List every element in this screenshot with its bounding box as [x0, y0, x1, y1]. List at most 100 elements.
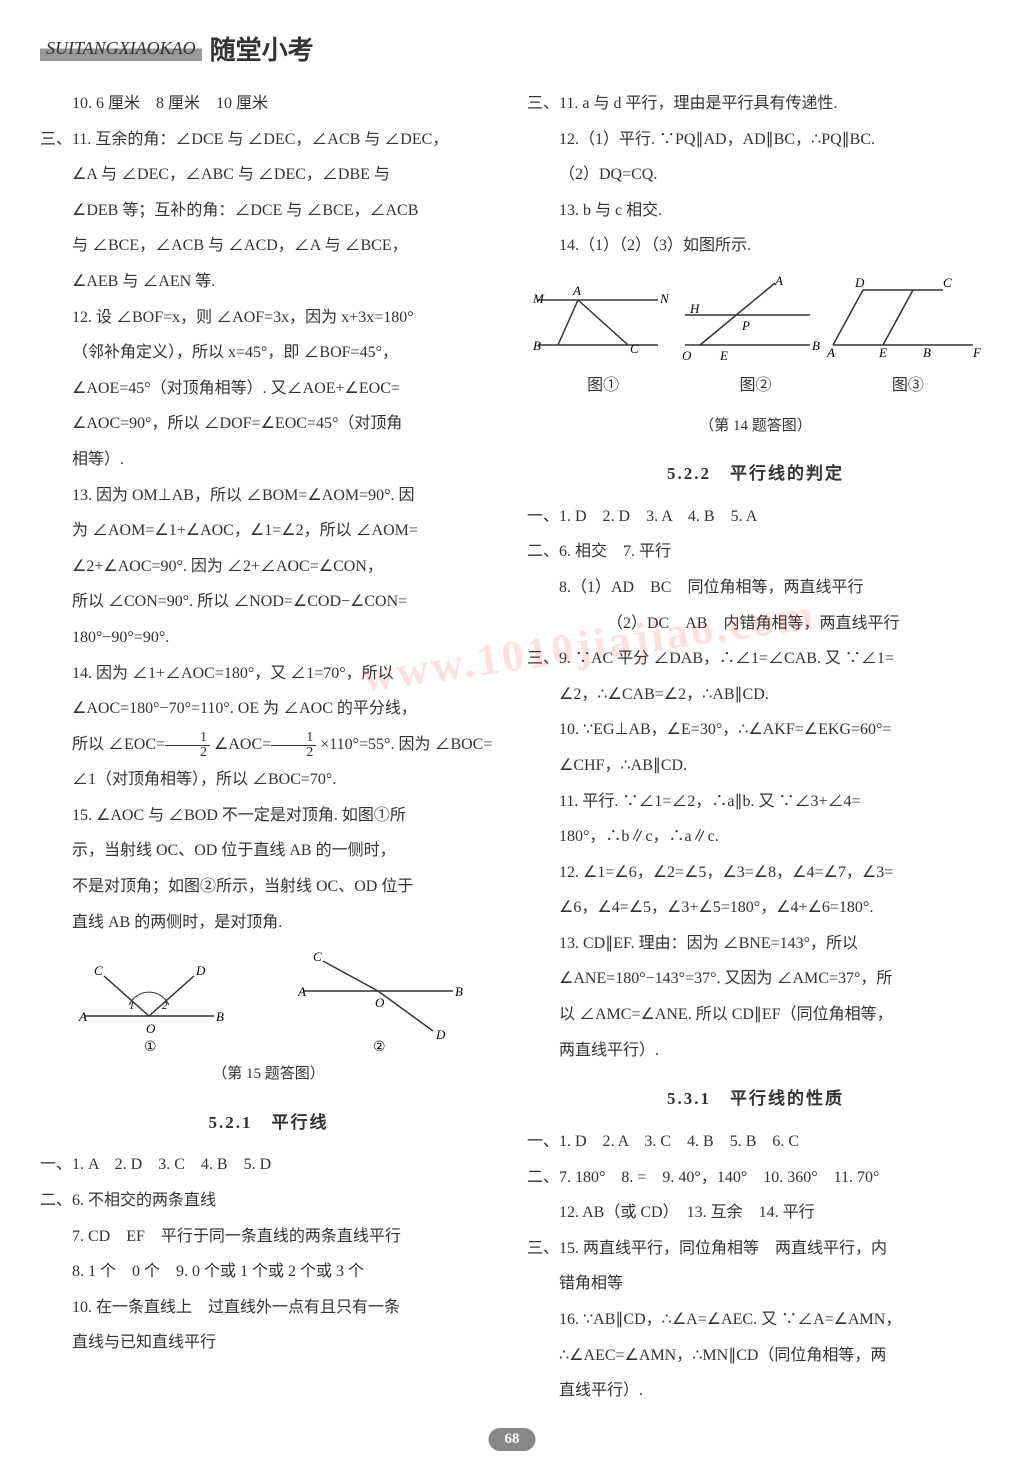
- text-line: ∠2+∠AOC=90°. 因为 ∠2+∠AOC=∠CON，: [40, 550, 497, 584]
- text-span: ∠AOC=: [210, 736, 271, 753]
- fraction: 12: [271, 731, 316, 760]
- text-line: 二、6. 相交 7. 平行: [527, 535, 984, 569]
- svg-text:A: A: [572, 283, 581, 298]
- text-line: 13. b 与 c 相交.: [527, 194, 984, 228]
- svg-text:O: O: [682, 348, 692, 363]
- svg-text:D: D: [435, 1027, 446, 1042]
- svg-text:C: C: [94, 963, 103, 978]
- text-line: 一、1. D 2. D 3. A 4. B 5. A: [527, 500, 984, 534]
- figure-14-area: M A N B C O E B H P A: [527, 275, 984, 442]
- figure-14-1: M A N B C: [528, 275, 668, 365]
- text-line: 15. ∠AOC 与 ∠BOD 不一定是对顶角. 如图①所: [40, 799, 497, 833]
- svg-text:B: B: [533, 338, 541, 353]
- svg-text:O: O: [146, 1021, 156, 1036]
- text-line: 10. 6 厘米 8 厘米 10 厘米: [40, 87, 497, 121]
- text-line: 16. ∵AB∥CD，∴∠A=∠AEC. 又 ∵∠A=∠AMN，: [527, 1303, 984, 1337]
- text-line: 12. 设 ∠BOF=x，则 ∠AOF=3x，因为 x+3x=180°: [40, 301, 497, 335]
- text-line: ∠DEB 等；互补的角：∠DCE 与 ∠BCE，∠ACB: [40, 194, 497, 228]
- svg-text:A: A: [774, 273, 783, 288]
- figure-15-1: A B C D O 1 2 ①: [74, 961, 224, 1041]
- text-line: 10. 在一条直线上 过直线外一点有且只有一条: [40, 1291, 497, 1325]
- text-line: 14. 因为 ∠1+∠AOC=180°，又 ∠1=70°，所以: [40, 657, 497, 691]
- text-line: ∠6，∠4=∠5，∠3+∠5=180°，∠4+∠6=180°.: [527, 891, 984, 925]
- section-title-522: 5.2.2 平行线的判定: [527, 456, 984, 492]
- text-line: （邻补角定义），所以 x=45°，即 ∠BOF=45°，: [40, 336, 497, 370]
- svg-text:E: E: [878, 345, 887, 360]
- text-line: 180°−90°=90°.: [40, 621, 497, 655]
- text-line: （2）DQ=CQ.: [527, 158, 984, 192]
- text-line: 直线平行）.: [527, 1374, 984, 1408]
- section-title-521: 5.2.1 平行线: [40, 1105, 497, 1141]
- text-line: 14.（1）（2）（3）如图所示.: [527, 229, 984, 263]
- svg-text:P: P: [741, 318, 750, 333]
- figure-caption: （第 15 题答图）: [40, 1059, 497, 1091]
- text-line: 错角相等: [527, 1267, 984, 1301]
- brand-pinyin: SUITANGXIAOKAO: [40, 36, 202, 61]
- text-line: 以 ∠AMC=∠ANE. 所以 CD∥EF（同位角相等，: [527, 998, 984, 1032]
- text-line: 所以 ∠CON=90°. 所以 ∠NOD=∠COD−∠CON=: [40, 585, 497, 619]
- left-column: 10. 6 厘米 8 厘米 10 厘米 三、11. 互余的角：∠DCE 与 ∠D…: [40, 87, 497, 1410]
- svg-text:B: B: [923, 345, 931, 360]
- text-line: 7. CD EF 平行于同一条直线的两条直线平行: [40, 1220, 497, 1254]
- text-line: ∴∠AEC=∠AMN，∴MN∥CD（同位角相等，两: [527, 1339, 984, 1373]
- text-line: ∠2，∴∠CAB=∠2，∴AB∥CD.: [527, 678, 984, 712]
- fig-label-2: 图②: [739, 369, 771, 403]
- text-line: 180°，∴b∥c，∴a∥c.: [527, 820, 984, 854]
- text-line: （2）DC AB 内错角相等，两直线平行: [527, 607, 984, 641]
- text-line: 三、11. a 与 d 平行，理由是平行具有传递性.: [527, 87, 984, 121]
- text-line: 12. ∠1=∠6，∠2=∠5，∠3=∠8，∠4=∠7，∠3=: [527, 856, 984, 890]
- figure-15-area: A B C D O 1 2 ① A B C D: [40, 951, 497, 1091]
- svg-text:C: C: [313, 949, 322, 964]
- svg-text:A: A: [297, 984, 306, 999]
- text-line: 直线与已知直线平行: [40, 1326, 497, 1360]
- figure-14-3: A E B F D C: [823, 275, 983, 365]
- text-line: 不是对顶角；如图②所示，当射线 OC、OD 位于: [40, 870, 497, 904]
- text-line: 三、9. ∵AC 平分 ∠DAB，∴∠1=∠CAB. 又 ∵∠1=: [527, 642, 984, 676]
- svg-text:O: O: [375, 995, 385, 1010]
- text-line: 一、1. A 2. D 3. C 4. B 5. D: [40, 1148, 497, 1182]
- text-line: 二、6. 不相交的两条直线: [40, 1184, 497, 1218]
- text-line: 所以 ∠EOC=12 ∠AOC=12 ×110°=55°. 因为 ∠BOC=: [40, 728, 497, 762]
- svg-text:B: B: [455, 984, 463, 999]
- right-column: 三、11. a 与 d 平行，理由是平行具有传递性. 12.（1）平行. ∵PQ…: [527, 87, 984, 1410]
- text-line: 直线 AB 的两侧时，是对顶角.: [40, 906, 497, 940]
- text-line: 相等）.: [40, 443, 497, 477]
- svg-text:D: D: [195, 963, 206, 978]
- text-line: 二、7. 180° 8. = 9. 40°，140° 10. 360° 11. …: [527, 1161, 984, 1195]
- text-span: ×110°=55°. 因为 ∠BOC=: [316, 736, 492, 753]
- text-line: 8. 1 个 0 个 9. 0 个或 1 个或 2 个或 3 个: [40, 1255, 497, 1289]
- text-line: 两直线平行）.: [527, 1034, 984, 1068]
- svg-text:F: F: [972, 345, 982, 360]
- figure-15-2: A B C D O ②: [293, 951, 463, 1051]
- svg-text:1: 1: [129, 1000, 135, 1012]
- page-number: 68: [489, 1428, 536, 1451]
- text-line: ∠AOE=45°（对顶角相等）. 又∠AOE+∠EOC=: [40, 372, 497, 406]
- figure-14-2: O E B H P A: [670, 275, 820, 365]
- svg-text:E: E: [719, 348, 728, 363]
- text-line: 与 ∠BCE，∠ACB 与 ∠ACD，∠A 与 ∠BCE，: [40, 229, 497, 263]
- text-line: 8.（1）AD BC 同位角相等，两直线平行: [527, 571, 984, 605]
- text-line: 为 ∠AOM=∠1+∠AOC，∠1=∠2，所以 ∠AOM=: [40, 514, 497, 548]
- svg-text:A: A: [826, 345, 835, 360]
- fig-label-3: 图③: [892, 369, 924, 403]
- text-line: 12.（1）平行. ∵PQ∥AD，AD∥BC，∴PQ∥BC.: [527, 123, 984, 157]
- text-line: 13. 因为 OM⊥AB，所以 ∠BOM=∠AOM=90°. 因: [40, 479, 497, 513]
- svg-text:M: M: [532, 291, 545, 306]
- text-line: 三、15. 两直线平行，同位角相等 两直线平行，内: [527, 1232, 984, 1266]
- text-line: 示，当射线 OC、OD 位于直线 AB 的一侧时，: [40, 834, 497, 868]
- text-line: ∠ANE=180°−143°=37°. 又因为 ∠AMC=37°，所: [527, 962, 984, 996]
- svg-text:②: ②: [373, 1040, 386, 1055]
- figure-caption: （第 14 题答图）: [527, 411, 984, 443]
- svg-text:C: C: [943, 275, 952, 290]
- svg-text:C: C: [630, 341, 639, 356]
- section-title-531: 5.3.1 平行线的性质: [527, 1081, 984, 1117]
- brand-box: SUITANGXIAOKAO 随堂小考: [40, 30, 314, 67]
- text-line: ∠1（对顶角相等），所以 ∠BOC=70°.: [40, 763, 497, 797]
- text-line: ∠CHF，∴AB∥CD.: [527, 749, 984, 783]
- text-line: 13. CD∥EF. 理由：因为 ∠BNE=143°，所以: [527, 927, 984, 961]
- fraction: 12: [165, 731, 210, 760]
- text-line: ∠AOC=90°，所以 ∠DOF=∠EOC=45°（对顶角: [40, 407, 497, 441]
- text-line: 三、11. 互余的角：∠DCE 与 ∠DEC，∠ACB 与 ∠DEC，: [40, 123, 497, 157]
- svg-text:B: B: [812, 338, 820, 353]
- text-line: 12. AB（或 CD） 13. 互余 14. 平行: [527, 1196, 984, 1230]
